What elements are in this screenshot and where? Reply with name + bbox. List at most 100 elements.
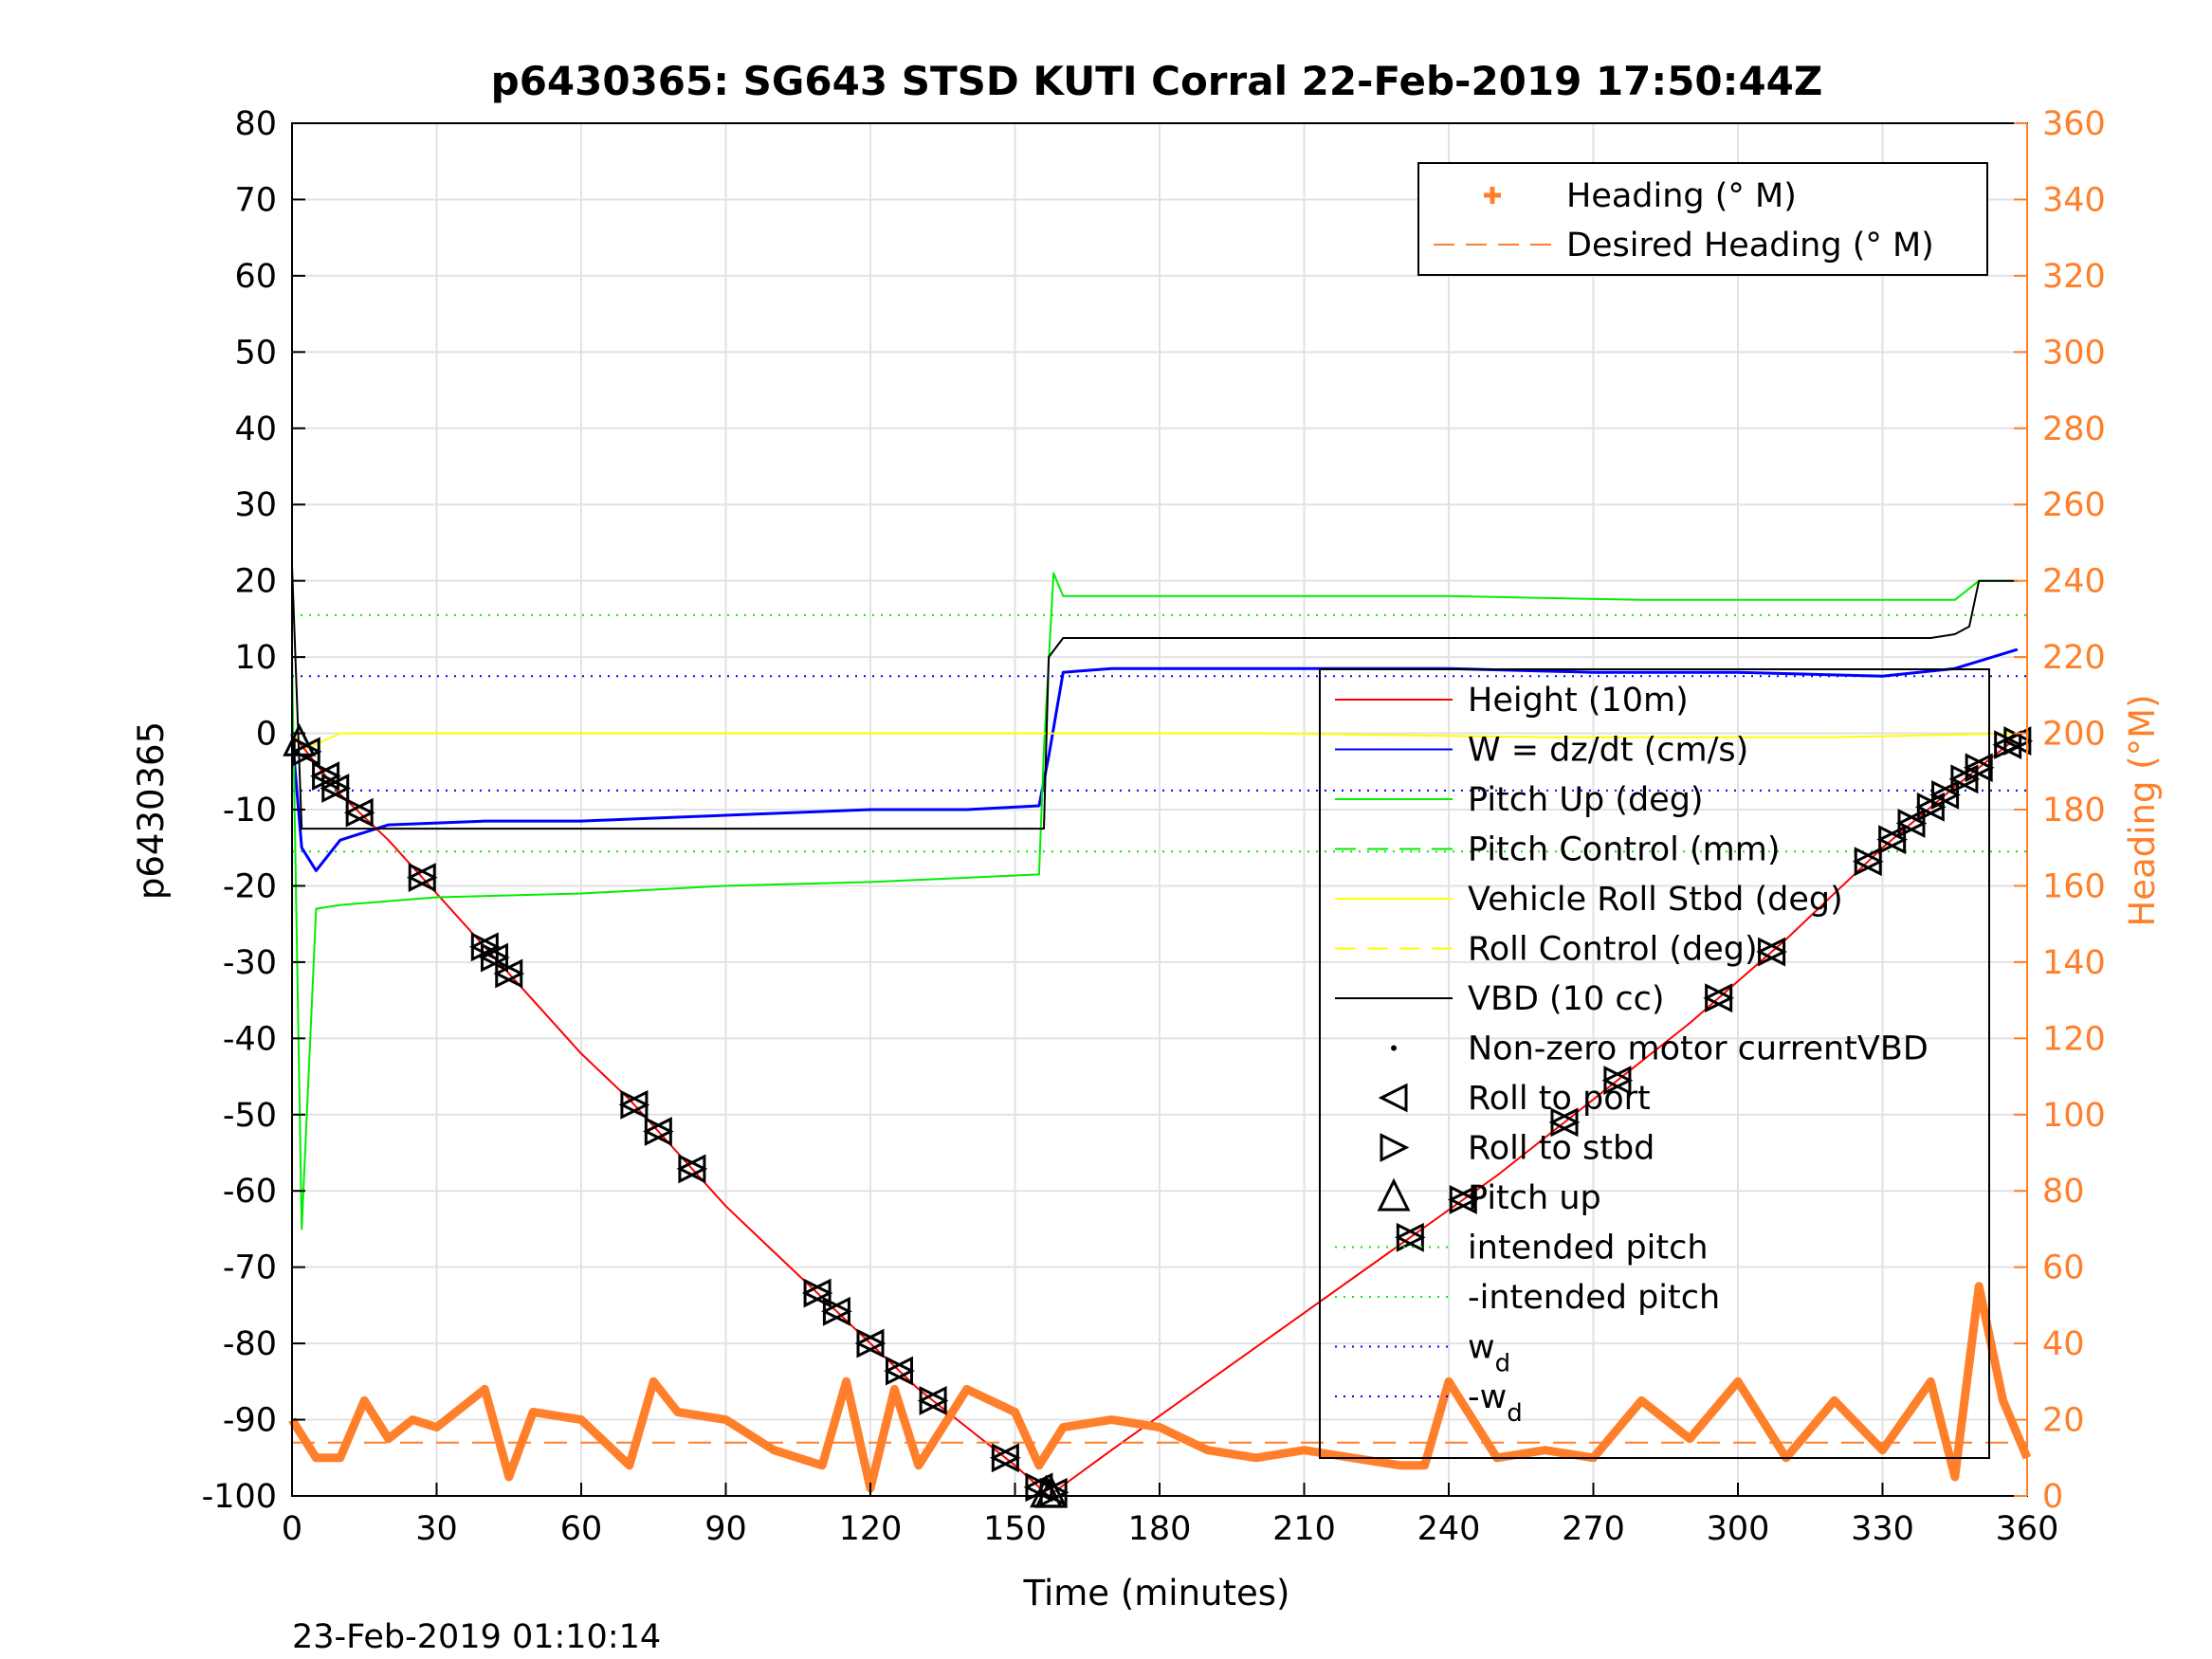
y2-tick-label: 260 (2042, 486, 2106, 524)
legend-label: Roll Control (deg) (1468, 931, 1758, 969)
roll-to-stbd-marker (991, 1443, 1021, 1473)
legend-subscript: d (1495, 1350, 1511, 1378)
data-markers (283, 722, 2034, 1508)
roll-to-stbd-marker (1603, 1066, 1634, 1096)
x-tick-label: 30 (415, 1510, 458, 1548)
roll-to-stbd-marker (856, 1328, 887, 1358)
y-tick-label: -50 (223, 1097, 277, 1135)
legend-label-desired-heading: Desired Heading (° M) (1566, 227, 1934, 264)
legend-swatch (1378, 1083, 1408, 1113)
roll-to-stbd-marker (312, 761, 341, 792)
series-line (288, 1282, 2032, 1493)
y-tick-label: 10 (234, 639, 277, 677)
y2-tick-label: 320 (2042, 258, 2106, 296)
footer-timestamp: 23-Feb-2019 01:10:14 (292, 1618, 661, 1656)
y-tick-label: -30 (223, 944, 277, 982)
legend-label: Roll to stbd (1468, 1130, 1654, 1168)
roll-to-stbd-marker (678, 1154, 708, 1184)
x-axis-ticks: 0 30 60 90 120 150 180 210 240 270 300 330 360 (282, 1483, 2059, 1548)
legend-label: intended pitch (1468, 1230, 1709, 1267)
legend-heading: Heading (° M) Desired Heading (° M) (1417, 162, 1988, 276)
x-axis-label: Time (minutes) (1023, 1573, 1290, 1613)
y2-tick-label: 360 (2042, 105, 2106, 143)
roll-to-stbd-marker (1965, 753, 1995, 783)
y2-tick-label: 100 (2042, 1097, 2106, 1135)
y-tick-label: -70 (223, 1249, 277, 1287)
legend-label: Non-zero motor currentVBD (1468, 1030, 1929, 1068)
y-tick-label: -100 (202, 1478, 277, 1516)
y2-tick-label: 200 (2042, 716, 2106, 754)
legend-box (1417, 162, 1988, 276)
legend-label: wd (1468, 1329, 1510, 1378)
y2-tick-label: 80 (2042, 1173, 2085, 1211)
x-tick-label: 120 (839, 1510, 903, 1548)
y-axis-label: p6430365 (131, 721, 172, 900)
y2-tick-label: 160 (2042, 867, 2106, 905)
y-tick-label: -10 (223, 792, 277, 830)
roll-to-stbd-marker (1916, 792, 1947, 822)
legend-swatch (1391, 1045, 1397, 1051)
x-tick-label: 360 (1996, 1510, 2059, 1548)
legend-label: Vehicle Roll Stbd (deg) (1468, 881, 1843, 919)
roll-to-stbd-marker (620, 1089, 650, 1120)
y2-tick-label: 300 (2042, 334, 2106, 372)
legend-main: Height (10m) W = dz/dt (cm/s) Pitch Up (de… (1319, 668, 1990, 1459)
legend-label: Pitch Up (deg) (1468, 781, 1704, 819)
x-tick-label: 210 (1272, 1510, 1336, 1548)
roll-to-stbd-marker (345, 797, 375, 828)
roll-to-stbd-marker (1758, 937, 1787, 967)
y-tick-label: -90 (223, 1402, 277, 1440)
legend-label-heading: Heading (° M) (1566, 177, 1797, 215)
roll-to-stbd-marker (481, 942, 510, 973)
x-tick-label: 270 (1562, 1510, 1625, 1548)
roll-to-stbd-marker (803, 1278, 833, 1308)
x-tick-label: 300 (1707, 1510, 1770, 1548)
roll-to-stbd-marker (495, 958, 525, 989)
legend-label: Roll to port (1468, 1080, 1651, 1118)
x-tick-label: 150 (983, 1510, 1047, 1548)
y-tick-label: -80 (223, 1325, 277, 1363)
y2-tick-label: 20 (2042, 1402, 2085, 1440)
y-tick-label: 80 (234, 105, 277, 143)
roll-to-stbd-marker (644, 1117, 674, 1146)
y2-tick-label: 240 (2042, 563, 2106, 601)
y-tick-label: 50 (234, 334, 277, 372)
y2-tick-label: 280 (2042, 410, 2106, 448)
legend-subscript: d (1507, 1399, 1523, 1428)
roll-to-stbd-marker (1039, 1477, 1069, 1507)
series-line (291, 732, 2014, 1497)
y-tick-label: 0 (256, 716, 277, 754)
y-tick-label: -20 (223, 867, 277, 905)
y2-tick-label: 180 (2042, 792, 2106, 830)
y2-tick-label: 0 (2042, 1478, 2063, 1516)
y2-tick-label: 220 (2042, 639, 2106, 677)
legend-swatch (1377, 1177, 1411, 1212)
legend-box (1319, 668, 1990, 1459)
pitch-up-marker (1034, 1474, 1069, 1508)
y-tick-label: -40 (223, 1020, 277, 1058)
roll-to-stbd-marker (408, 863, 438, 893)
y2-axis-ticks: 0 20 40 60 80 100 120 140 160 180 200 220 240 260 280 3… (2014, 105, 2106, 1516)
legend-label: VBD (10 cc) (1468, 980, 1665, 1018)
series-line (291, 732, 2018, 750)
roll-to-stbd-marker (1396, 1222, 1426, 1252)
y-tick-label: -60 (223, 1173, 277, 1211)
x-tick-label: 180 (1128, 1510, 1192, 1548)
y-tick-label: 60 (234, 258, 277, 296)
roll-to-stbd-marker (822, 1296, 852, 1326)
legend-swatch (1380, 1133, 1410, 1162)
y2-tick-label: 40 (2042, 1325, 2085, 1363)
legend-label: Pitch Control (mm) (1468, 831, 1780, 869)
roll-to-stbd-marker (1950, 764, 1981, 794)
y-tick-label: 70 (234, 181, 277, 219)
grid (291, 122, 2028, 1497)
legend-heading-marker (1484, 187, 1501, 204)
roll-to-stbd-marker (321, 774, 352, 803)
y2-axis-label: Heading (°M) (2122, 694, 2163, 926)
roll-to-stbd-marker (1854, 847, 1884, 877)
series-line (290, 647, 2019, 872)
chart-title: p6430365: SG643 STSD KUTI Corral 22-Feb-… (491, 58, 1823, 104)
y-tick-label: 30 (234, 486, 277, 524)
y-tick-label: 40 (234, 410, 277, 448)
